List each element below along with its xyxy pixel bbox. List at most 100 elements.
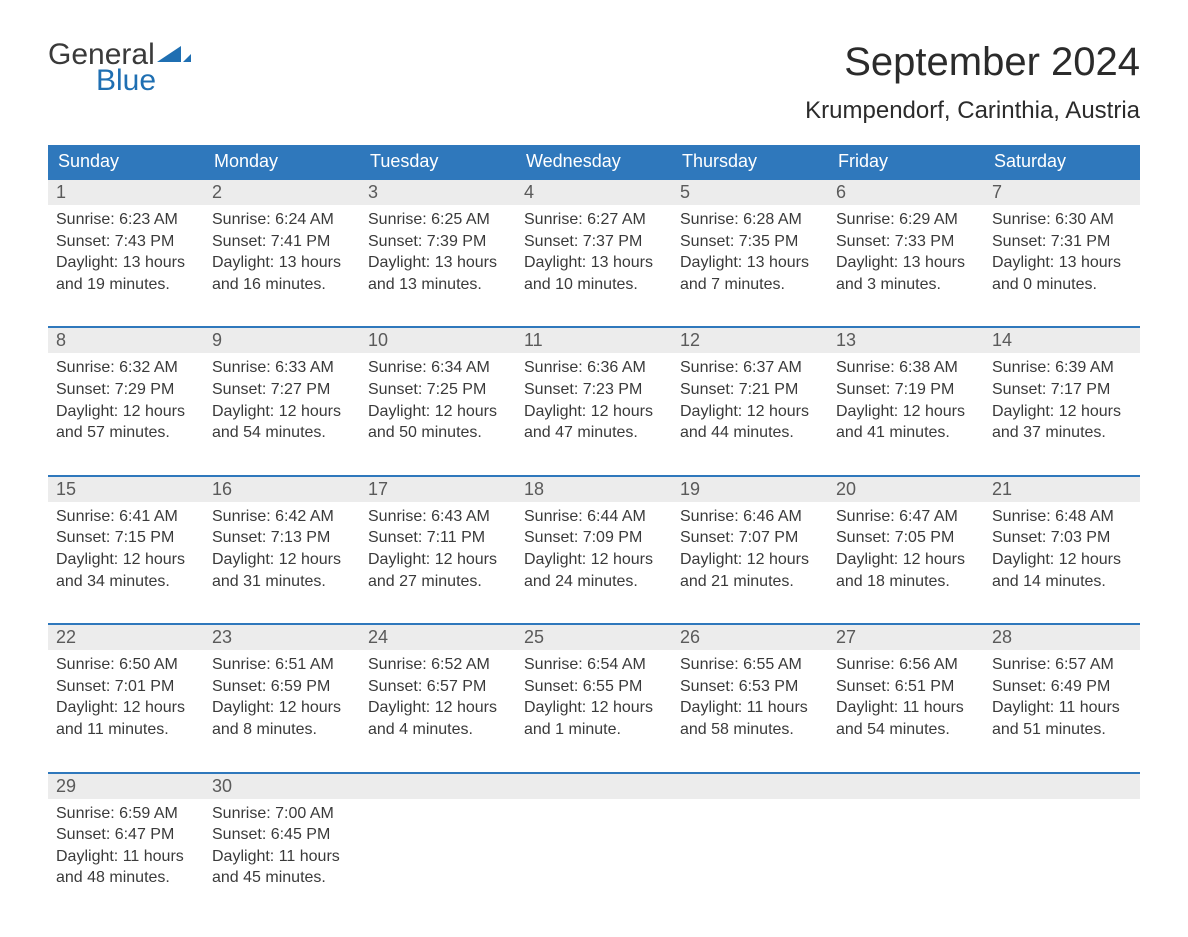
day-detail-cell: Sunrise: 7:00 AMSunset: 6:45 PMDaylight:… [204,799,360,897]
daylight-line1: Daylight: 11 hours [992,697,1132,719]
weekday-header: Thursday [672,145,828,179]
sunset-text: Sunset: 7:15 PM [56,527,196,549]
sunrise-text: Sunrise: 6:30 AM [992,209,1132,231]
location: Krumpendorf, Carinthia, Austria [805,97,1140,125]
sunset-text: Sunset: 6:59 PM [212,676,352,698]
daylight-line1: Daylight: 11 hours [212,846,352,868]
sunset-text: Sunset: 7:19 PM [836,379,976,401]
daylight-line2: and 21 minutes. [680,571,820,593]
daylight-line2: and 3 minutes. [836,274,976,296]
weekday-header: Wednesday [516,145,672,179]
title-block: September 2024 Krumpendorf, Carinthia, A… [805,40,1140,125]
detail-row: Sunrise: 6:23 AMSunset: 7:43 PMDaylight:… [48,205,1140,303]
day-number-cell [360,773,516,799]
day-detail-cell: Sunrise: 6:28 AMSunset: 7:35 PMDaylight:… [672,205,828,303]
daylight-line1: Daylight: 12 hours [524,697,664,719]
sunset-text: Sunset: 6:47 PM [56,824,196,846]
daylight-line1: Daylight: 11 hours [56,846,196,868]
daynum-row: 891011121314 [48,327,1140,353]
daylight-line2: and 7 minutes. [680,274,820,296]
sunrise-text: Sunrise: 6:32 AM [56,357,196,379]
day-detail-cell: Sunrise: 6:34 AMSunset: 7:25 PMDaylight:… [360,353,516,451]
day-number-cell: 10 [360,327,516,353]
sunset-text: Sunset: 7:25 PM [368,379,508,401]
sunrise-text: Sunrise: 6:47 AM [836,506,976,528]
day-number-cell: 11 [516,327,672,353]
logo: General Blue [48,40,191,96]
day-detail-cell: Sunrise: 6:46 AMSunset: 7:07 PMDaylight:… [672,502,828,600]
sunset-text: Sunset: 7:05 PM [836,527,976,549]
day-detail-cell: Sunrise: 6:56 AMSunset: 6:51 PMDaylight:… [828,650,984,748]
daylight-line2: and 8 minutes. [212,719,352,741]
day-detail-cell: Sunrise: 6:52 AMSunset: 6:57 PMDaylight:… [360,650,516,748]
day-detail-cell: Sunrise: 6:24 AMSunset: 7:41 PMDaylight:… [204,205,360,303]
sunset-text: Sunset: 7:31 PM [992,231,1132,253]
sunrise-text: Sunrise: 6:50 AM [56,654,196,676]
week-separator [48,749,1140,773]
day-detail-cell: Sunrise: 6:41 AMSunset: 7:15 PMDaylight:… [48,502,204,600]
day-number-cell: 22 [48,624,204,650]
daylight-line2: and 48 minutes. [56,867,196,889]
daylight-line1: Daylight: 12 hours [212,549,352,571]
day-number-cell: 29 [48,773,204,799]
header: General Blue September 2024 Krumpendorf,… [48,40,1140,125]
weekday-header: Monday [204,145,360,179]
day-detail-cell: Sunrise: 6:33 AMSunset: 7:27 PMDaylight:… [204,353,360,451]
sunset-text: Sunset: 7:03 PM [992,527,1132,549]
daylight-line1: Daylight: 13 hours [992,252,1132,274]
day-detail-cell: Sunrise: 6:51 AMSunset: 6:59 PMDaylight:… [204,650,360,748]
daylight-line1: Daylight: 13 hours [680,252,820,274]
daylight-line1: Daylight: 12 hours [524,401,664,423]
sunset-text: Sunset: 7:41 PM [212,231,352,253]
day-number-cell: 27 [828,624,984,650]
day-detail-cell: Sunrise: 6:43 AMSunset: 7:11 PMDaylight:… [360,502,516,600]
day-number-cell: 3 [360,179,516,205]
sunrise-text: Sunrise: 6:25 AM [368,209,508,231]
sunrise-text: Sunrise: 6:24 AM [212,209,352,231]
week-separator [48,600,1140,624]
daylight-line2: and 11 minutes. [56,719,196,741]
day-number-cell: 4 [516,179,672,205]
day-number-cell: 18 [516,476,672,502]
sunrise-text: Sunrise: 6:34 AM [368,357,508,379]
day-number-cell: 6 [828,179,984,205]
day-number-cell [984,773,1140,799]
day-number-cell: 21 [984,476,1140,502]
calendar-table: Sunday Monday Tuesday Wednesday Thursday… [48,145,1140,897]
day-number-cell [828,773,984,799]
daylight-line1: Daylight: 12 hours [992,549,1132,571]
detail-row: Sunrise: 6:32 AMSunset: 7:29 PM Daylight:… [48,353,1140,451]
daylight-line1: Daylight: 12 hours [212,697,352,719]
day-detail-cell: Sunrise: 6:30 AMSunset: 7:31 PMDaylight:… [984,205,1140,303]
daylight-line2: and 16 minutes. [212,274,352,296]
day-detail-cell: Sunrise: 6:29 AMSunset: 7:33 PMDaylight:… [828,205,984,303]
daylight-line2: and 18 minutes. [836,571,976,593]
sunset-text: Sunset: 7:35 PM [680,231,820,253]
daylight-line2: and 47 minutes. [524,422,664,444]
daylight-line1: Daylight: 12 hours [680,401,820,423]
sunset-text: Sunset: 7:39 PM [368,231,508,253]
sunrise-text: Sunrise: 6:29 AM [836,209,976,231]
weekday-header-row: Sunday Monday Tuesday Wednesday Thursday… [48,145,1140,179]
daylight-line2: and 14 minutes. [992,571,1132,593]
day-detail-cell: Sunrise: 6:25 AMSunset: 7:39 PMDaylight:… [360,205,516,303]
sunset-text: Sunset: 6:49 PM [992,676,1132,698]
sunrise-text: Sunrise: 6:52 AM [368,654,508,676]
sunrise-text: Sunrise: 6:55 AM [680,654,820,676]
sunrise-text: Sunrise: 6:39 AM [992,357,1132,379]
daylight-line1: Daylight: 12 hours [836,549,976,571]
daylight-line1: Daylight: 12 hours [56,697,196,719]
weekday-header: Sunday [48,145,204,179]
day-detail-cell [984,799,1140,897]
daylight-line2: and 1 minute. [524,719,664,741]
sunset-text: Sunset: 7:13 PM [212,527,352,549]
detail-row: Sunrise: 6:50 AMSunset: 7:01 PMDaylight:… [48,650,1140,748]
sunrise-text: Sunrise: 6:44 AM [524,506,664,528]
weekday-header: Friday [828,145,984,179]
sunset-text: Sunset: 7:29 PM [56,379,196,401]
day-detail-cell: Sunrise: 6:50 AMSunset: 7:01 PMDaylight:… [48,650,204,748]
logo-swoosh-icon [157,44,191,68]
day-number-cell: 23 [204,624,360,650]
daylight-line1: Daylight: 12 hours [368,697,508,719]
daylight-line2: and 45 minutes. [212,867,352,889]
